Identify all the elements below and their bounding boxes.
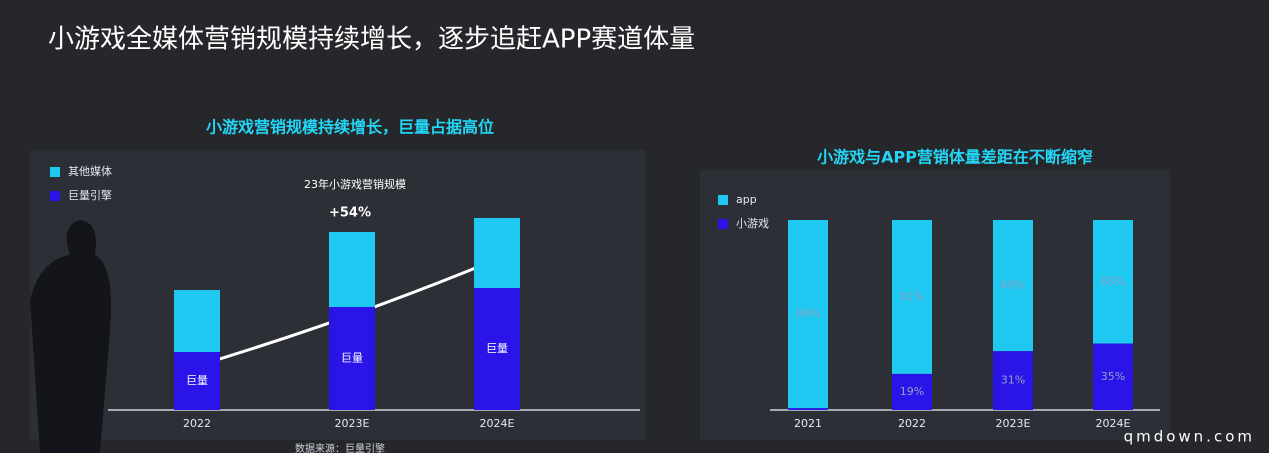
bar-segment bbox=[1093, 343, 1133, 410]
value-label: 99% bbox=[796, 307, 820, 320]
x-tick-label: 2023E bbox=[996, 417, 1031, 430]
legend-swatch bbox=[50, 191, 60, 201]
x-tick-label: 2021 bbox=[794, 417, 822, 430]
bar-label: 巨量 bbox=[341, 352, 363, 365]
bar-segment bbox=[329, 307, 375, 410]
legend-swatch bbox=[50, 167, 60, 177]
x-tick-label: 2024E bbox=[1096, 417, 1131, 430]
x-tick-label: 2023E bbox=[335, 417, 370, 430]
x-tick-label: 2022 bbox=[898, 417, 926, 430]
bar-segment bbox=[993, 220, 1033, 352]
bar-label: 巨量 bbox=[486, 342, 508, 355]
x-tick-label: 2022 bbox=[183, 417, 211, 430]
bar-segment bbox=[788, 408, 828, 410]
bar-segment bbox=[174, 352, 220, 410]
chart-title: 小游戏营销规模持续增长，巨量占据高位 bbox=[206, 118, 494, 137]
value-label: 31% bbox=[1001, 374, 1025, 387]
value-label: 65% bbox=[1101, 275, 1125, 288]
right-panel bbox=[700, 170, 1170, 440]
value-label: 81% bbox=[900, 290, 924, 303]
value-label: 69% bbox=[1001, 279, 1025, 292]
legend-label: 其他媒体 bbox=[68, 164, 112, 178]
bar-segment bbox=[788, 220, 828, 409]
annotation: 23年小游戏营销规模 bbox=[304, 177, 406, 191]
source-note: 数据来源：巨量引擎 bbox=[295, 442, 385, 453]
legend-label: 小游戏 bbox=[736, 217, 769, 230]
chart-title: 小游戏与APP营销体量差距在不断缩窄 bbox=[817, 148, 1093, 167]
bar-segment bbox=[474, 218, 520, 288]
bar-segment bbox=[892, 373, 932, 410]
slide-title: 小游戏全媒体营销规模持续增长，逐步追赶APP赛道体量 bbox=[48, 25, 695, 55]
value-label: 19% bbox=[900, 385, 924, 398]
bar-label: 巨量 bbox=[186, 374, 208, 387]
x-tick-label: 2024E bbox=[480, 417, 515, 430]
presenter bbox=[30, 220, 111, 453]
bar-segment bbox=[892, 220, 932, 374]
bar-segment bbox=[993, 351, 1033, 410]
bar-segment bbox=[1093, 220, 1133, 344]
bar-segment bbox=[474, 288, 520, 410]
legend-swatch bbox=[718, 195, 728, 205]
bar-segment bbox=[174, 290, 220, 352]
bar-segment bbox=[329, 232, 375, 307]
value-label: 35% bbox=[1101, 370, 1125, 383]
watermark: qmdown.com bbox=[1124, 428, 1255, 446]
legend-swatch bbox=[718, 219, 728, 229]
legend-label: 巨量引擎 bbox=[68, 188, 112, 202]
annotation: +54% bbox=[329, 206, 371, 221]
legend-label: app bbox=[736, 193, 757, 206]
